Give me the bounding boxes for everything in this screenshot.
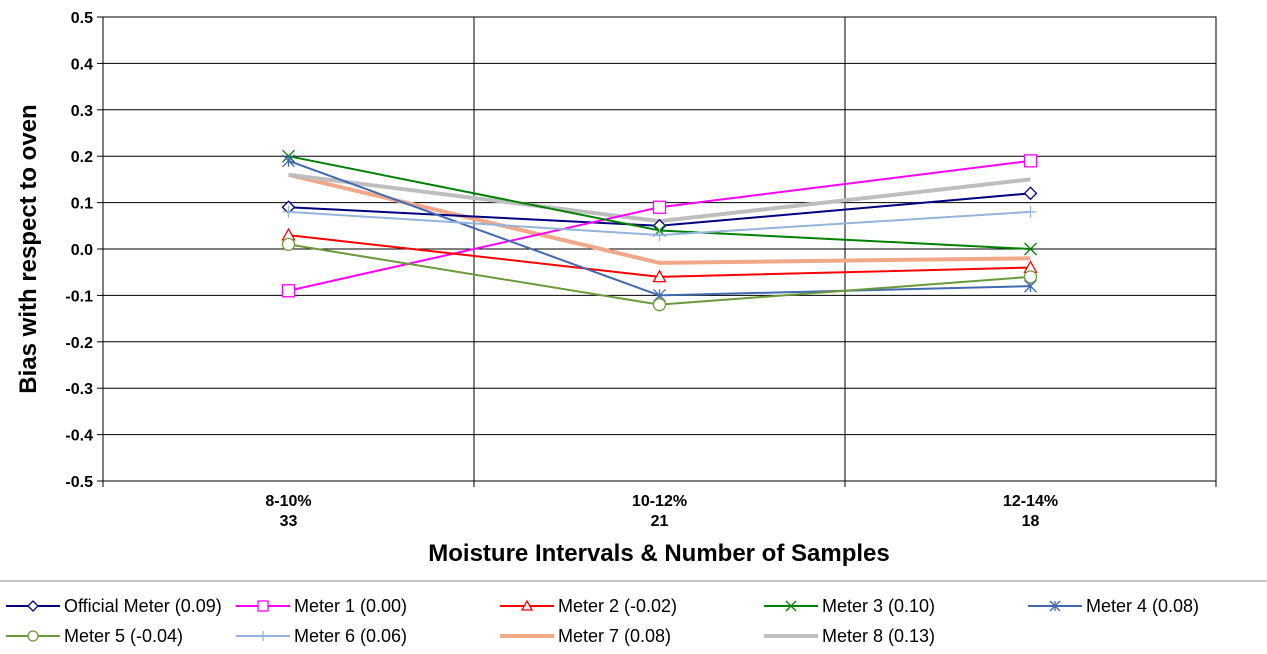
diamond-marker xyxy=(27,600,39,612)
legend: Official Meter (0.09) Meter 1 (0.00) Meter… xyxy=(6,596,1199,646)
star-marker xyxy=(1049,600,1061,612)
square-marker xyxy=(1023,154,1038,168)
x-marker xyxy=(785,600,797,612)
series-meter-1 xyxy=(281,154,1038,298)
legend-label: Meter 5 (-0.04) xyxy=(64,626,183,646)
star-marker xyxy=(282,154,295,168)
circle-marker xyxy=(1023,270,1038,284)
square-marker xyxy=(652,200,667,214)
series-meter-7 xyxy=(288,172,1031,265)
x-tick-label: 12-14% xyxy=(1003,493,1058,510)
triangle-marker xyxy=(520,599,534,611)
legend-label: Meter 6 (0.06) xyxy=(294,626,407,646)
x-tick-count-label: 21 xyxy=(651,513,669,530)
legend-label: Meter 1 (0.00) xyxy=(294,596,407,616)
series-official-meter xyxy=(281,186,1038,233)
plus-marker xyxy=(1024,205,1037,218)
x-tick-label: 10-12% xyxy=(632,493,687,510)
x-tick-count-label: 33 xyxy=(280,513,298,530)
plus-marker xyxy=(282,205,295,218)
x-tick-count-label: 18 xyxy=(1022,513,1040,530)
legend-label: Meter 7 (0.08) xyxy=(558,626,671,646)
x-axis-title: Moisture Intervals & Number of Samples xyxy=(428,540,889,567)
circle-marker xyxy=(27,630,39,642)
y-tick-label: -0.5 xyxy=(65,474,93,491)
legend-item: Meter 2 (-0.02) xyxy=(500,596,677,616)
y-tick-label: -0.1 xyxy=(65,288,93,305)
legend-label: Meter 4 (0.08) xyxy=(1086,596,1199,616)
legend-label: Meter 2 (-0.02) xyxy=(558,596,677,616)
legend-item: Meter 4 (0.08) xyxy=(1028,596,1199,616)
series-layer xyxy=(281,149,1038,312)
legend-label: Meter 8 (0.13) xyxy=(822,626,935,646)
y-tick-label: 0.1 xyxy=(71,196,93,213)
legend-item: Meter 6 (0.06) xyxy=(236,626,407,646)
y-tick-label: 0.5 xyxy=(71,10,93,27)
x-marker xyxy=(1024,242,1037,256)
x-tick-label: 8-10% xyxy=(265,493,311,510)
legend-label: Official Meter (0.09) xyxy=(64,596,222,616)
y-tick-label: 0.2 xyxy=(71,149,93,166)
legend-item: Meter 5 (-0.04) xyxy=(6,626,183,646)
diamond-marker xyxy=(1023,186,1038,201)
circle-marker xyxy=(281,237,296,252)
y-tick-labels: 0.5 0.4 0.3 0.2 0.1 0.0 -0.1 -0.2 -0.3 -0.4 -0.5 xyxy=(65,10,93,491)
circle-marker xyxy=(652,298,667,312)
series-meter-5 xyxy=(281,237,1038,312)
y-axis-title: Bias with respect to oven xyxy=(15,104,42,393)
square-marker xyxy=(281,284,296,298)
plus-marker xyxy=(258,631,268,641)
series-meter-6 xyxy=(282,205,1037,242)
triangle-marker xyxy=(652,269,667,283)
y-tick-label: -0.4 xyxy=(65,428,93,445)
legend-item: Meter 7 (0.08) xyxy=(500,626,671,646)
y-tick-label: -0.2 xyxy=(65,335,93,352)
square-marker xyxy=(257,600,269,612)
legend-label: Meter 3 (0.10) xyxy=(822,596,935,616)
plus-marker xyxy=(653,229,666,242)
x-tick-labels: 8-10% 33 10-12% 21 12-14% 18 xyxy=(265,493,1058,530)
legend-item: Official Meter (0.09) xyxy=(6,596,222,616)
y-tick-label: -0.3 xyxy=(65,381,93,398)
y-tick-label: 0.3 xyxy=(71,103,93,120)
series-line xyxy=(288,172,1031,265)
legend-item: Meter 1 (0.00) xyxy=(236,596,407,616)
y-tick-label: 0.4 xyxy=(71,56,93,73)
legend-item: Meter 8 (0.13) xyxy=(764,626,935,646)
legend-item: Meter 3 (0.10) xyxy=(764,596,935,616)
y-tick-label: 0.0 xyxy=(71,242,93,259)
